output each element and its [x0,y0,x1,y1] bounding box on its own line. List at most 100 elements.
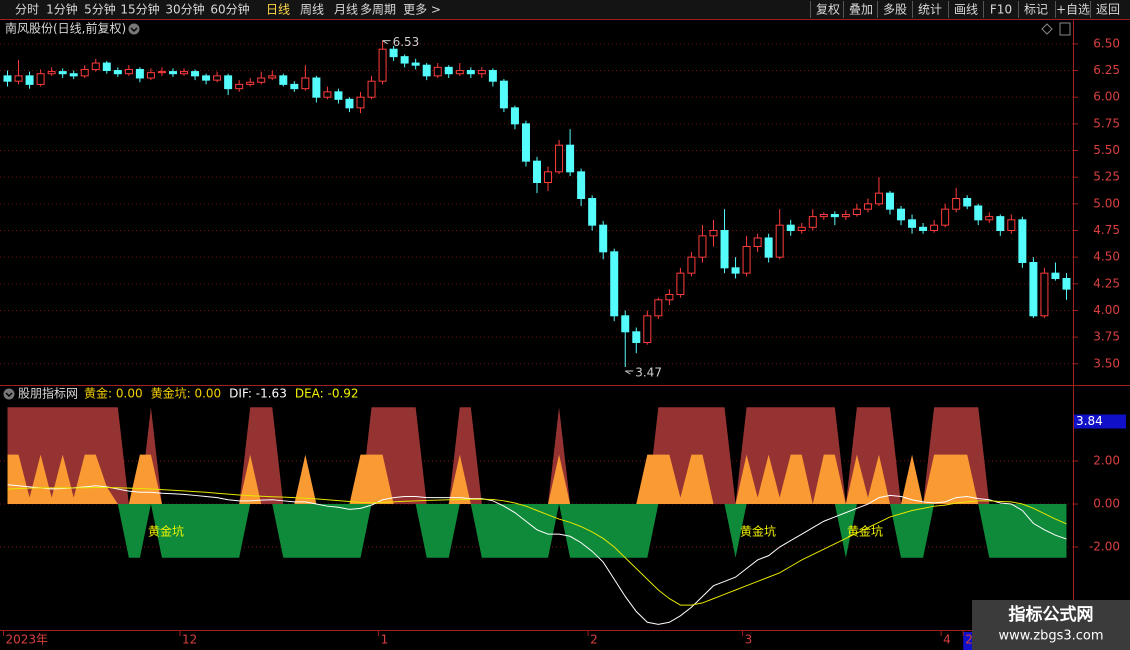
toolbar-button[interactable]: 复权 [816,3,840,17]
toolbar-button[interactable]: 分时 [15,3,39,17]
candle-body [36,73,45,85]
watermark-url: www.zbgs3.com [998,629,1103,644]
cursor-label: 3.84 [1076,414,1103,428]
candle-body [257,77,266,83]
y-tick-label: 2.00 [1093,454,1120,468]
candle-body [444,66,453,75]
toolbar-button[interactable]: 画线 [954,3,978,17]
candle-body [533,160,541,184]
toolbar-button[interactable]: 5分钟 [84,2,116,17]
toolbar-button[interactable]: 返回 [1096,3,1120,17]
candle-body [974,205,983,221]
legend-entry: DIF: -1.63 [229,387,287,401]
dropdown-icon[interactable] [128,23,140,35]
candle-body [1051,272,1060,279]
watermark-title: 指标公式网 [1009,604,1094,625]
candle-body [168,71,177,75]
legend-entry: 黄金: 0.00 [84,386,143,401]
window-icon[interactable] [1059,22,1071,36]
toolbar-button[interactable]: 15分钟 [120,2,159,17]
candle-body [863,203,872,210]
toolbar-button[interactable]: 多股 [883,3,907,17]
candle-body [69,73,78,77]
candle-body [643,315,652,343]
candle-body [378,48,387,82]
candle-body [356,96,365,109]
candle-body [720,229,729,269]
candle-body [301,77,310,90]
candle-body [985,216,994,221]
toolbar-button[interactable]: 更多 > [403,3,441,17]
toolbar-button[interactable]: +自选 [1056,3,1090,17]
candle-body [191,71,200,77]
annotation: 黄金坑 [847,524,883,539]
toolbar-button[interactable]: 叠加 [849,3,873,17]
candle-body [577,171,586,200]
candle-body [709,229,718,237]
candle-body [930,224,939,231]
candle-body [411,62,420,66]
candle-body [996,216,1005,231]
candle-body [885,192,894,210]
dropdown-icon[interactable] [3,388,15,400]
candle-body [555,144,564,173]
y-tick-label: 5.75 [1093,116,1120,130]
x-tick-label: 1 [381,633,389,647]
toolbar-button[interactable]: 多周期 [360,3,396,17]
candle-body [367,80,376,98]
candle-body [1007,219,1016,231]
toolbar-button[interactable]: 30分钟 [165,2,204,17]
candle-body [47,71,56,75]
candle-body [919,226,928,231]
toolbar-button[interactable]: 日线 [266,3,290,17]
toolbar-button[interactable]: 月线 [334,3,358,17]
candle-body [422,64,431,77]
x-tick-label: 3 [745,633,753,647]
candle-body [786,224,795,231]
y-tick-label: 3.50 [1093,356,1120,370]
toolbar-button[interactable]: 周线 [300,3,324,17]
candle-body [466,70,475,75]
candle-body [676,272,685,295]
x-tick-label: 12 [182,633,197,647]
diamond-icon[interactable] [1041,23,1053,35]
toolbar [0,0,1130,19]
candle-body [1062,277,1071,290]
candle-body [941,208,950,226]
toolbar-button[interactable]: 60分钟 [210,2,249,17]
candle-body [819,213,828,218]
annotation-arrow [624,370,634,375]
candle-body [654,299,663,317]
legend-entry: 黄金坑: 0.00 [151,386,222,401]
candle-body [599,224,608,253]
candle-body [455,70,464,75]
candle-body [588,198,597,226]
candle-body [389,48,398,58]
candle-body [808,216,817,228]
x-tick-label: 4 [943,633,951,647]
candle-body [14,75,23,82]
candle-body [1029,261,1038,317]
indicator-title: 股朋指标网 [18,386,78,401]
y-tick-label: 4.75 [1093,223,1120,237]
candle-body [841,213,850,218]
candle-body [3,75,12,82]
candle-body [753,237,762,247]
candle-body [312,77,321,98]
candle-body [246,81,255,85]
candle-body [874,192,883,205]
candle-body [521,123,530,162]
candle-body [963,198,972,207]
candle-body [224,75,233,90]
candle-body [102,62,111,72]
candle-body [58,71,67,75]
x-tick-label: 2 [590,633,598,647]
toolbar-button[interactable]: F10 [990,3,1012,17]
toolbar-button[interactable]: 1分钟 [46,2,78,17]
candle-body [400,56,409,64]
toolbar-button[interactable]: 标记 [1024,3,1048,17]
toolbar-button[interactable]: 统计 [918,3,942,17]
y-tick-label: 5.50 [1093,143,1120,157]
candle-body [687,256,696,274]
